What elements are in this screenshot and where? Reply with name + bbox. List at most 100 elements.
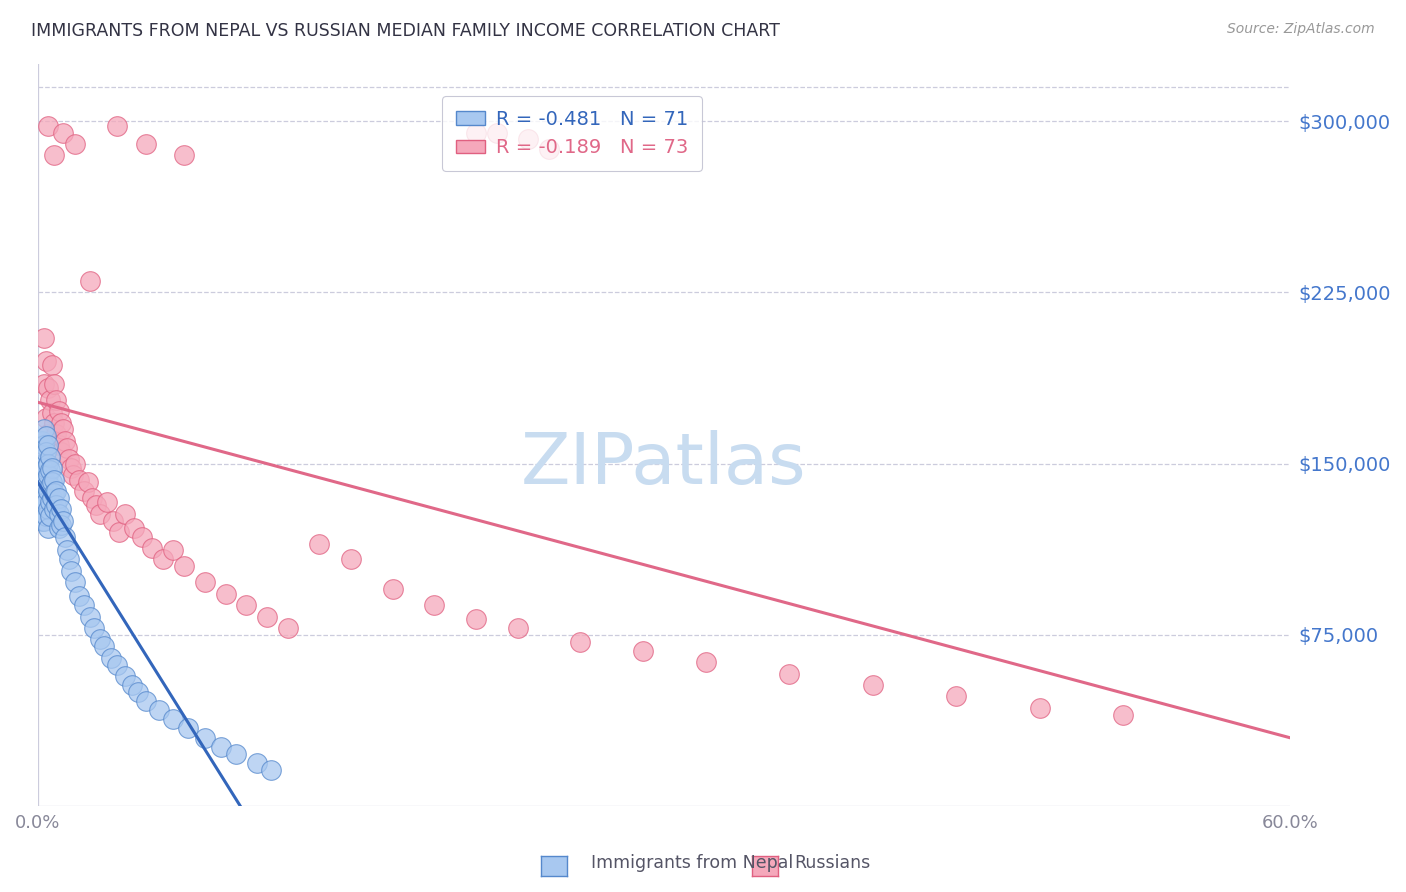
Point	[246, 756, 269, 770]
Point	[45, 426, 67, 441]
Point	[121, 678, 143, 692]
Point	[225, 747, 247, 761]
Point	[209, 739, 232, 754]
Point	[39, 463, 62, 477]
Point	[538, 142, 561, 156]
Point	[32, 473, 55, 487]
Point	[45, 498, 67, 512]
Point	[37, 438, 59, 452]
Point	[141, 541, 163, 555]
Point	[945, 690, 967, 704]
Point	[695, 655, 717, 669]
Point	[114, 507, 136, 521]
Point	[194, 575, 217, 590]
Text: Russians: Russians	[794, 855, 870, 872]
Point	[48, 520, 70, 534]
Point	[65, 575, 87, 590]
Point	[37, 468, 59, 483]
Point	[485, 126, 508, 140]
Point	[62, 468, 84, 483]
Point	[65, 136, 87, 151]
Text: ZIPatlas: ZIPatlas	[522, 430, 807, 500]
Text: Immigrants from Nepal: Immigrants from Nepal	[591, 855, 793, 872]
Point	[35, 479, 58, 493]
Point	[35, 509, 58, 524]
Point	[101, 514, 124, 528]
Point	[53, 434, 76, 448]
Point	[41, 491, 63, 505]
Point	[862, 678, 884, 692]
Point	[39, 495, 62, 509]
Point	[135, 136, 157, 151]
Point	[48, 491, 70, 505]
Point	[52, 514, 75, 528]
Point	[41, 359, 63, 373]
Point	[37, 381, 59, 395]
Point	[58, 452, 80, 467]
Point	[45, 392, 67, 407]
Point	[48, 438, 70, 452]
Point	[83, 621, 105, 635]
Point	[37, 119, 59, 133]
Point	[67, 589, 90, 603]
Point	[56, 543, 79, 558]
Point	[44, 376, 66, 391]
Point	[35, 411, 58, 425]
Point	[89, 507, 111, 521]
Point	[32, 483, 55, 498]
Point	[35, 461, 58, 475]
Point	[80, 491, 103, 505]
Point	[72, 598, 94, 612]
Point	[79, 609, 101, 624]
Point	[631, 644, 654, 658]
Point	[506, 621, 529, 635]
Point	[56, 441, 79, 455]
Point	[32, 498, 55, 512]
Point	[340, 552, 363, 566]
Point	[44, 502, 66, 516]
Point	[89, 632, 111, 647]
Point	[79, 274, 101, 288]
Point	[32, 514, 55, 528]
Point	[162, 712, 184, 726]
Point	[105, 657, 128, 672]
Point	[60, 461, 83, 475]
Point	[31, 445, 53, 459]
Point	[37, 483, 59, 498]
Point	[32, 376, 55, 391]
Point	[256, 609, 278, 624]
Point	[127, 685, 149, 699]
Point	[37, 426, 59, 441]
Point	[162, 543, 184, 558]
Point	[48, 404, 70, 418]
Point	[49, 445, 72, 459]
Point	[35, 429, 58, 443]
Point	[260, 763, 283, 777]
Point	[308, 536, 330, 550]
Point	[45, 483, 67, 498]
Point	[122, 520, 145, 534]
Point	[31, 491, 53, 505]
Point	[31, 434, 53, 448]
Point	[194, 731, 217, 745]
Point	[44, 473, 66, 487]
Point	[235, 598, 257, 612]
Point	[32, 438, 55, 452]
Point	[49, 518, 72, 533]
Point	[37, 520, 59, 534]
Point	[152, 552, 174, 566]
Point	[53, 530, 76, 544]
Point	[41, 461, 63, 475]
Point	[35, 495, 58, 509]
Point	[423, 598, 446, 612]
Point	[381, 582, 404, 597]
Text: Source: ZipAtlas.com: Source: ZipAtlas.com	[1227, 22, 1375, 37]
Point	[96, 495, 118, 509]
Point	[32, 457, 55, 471]
Point	[67, 473, 90, 487]
Point	[39, 479, 62, 493]
Point	[48, 507, 70, 521]
Point	[32, 422, 55, 436]
Point	[114, 669, 136, 683]
Point	[39, 509, 62, 524]
